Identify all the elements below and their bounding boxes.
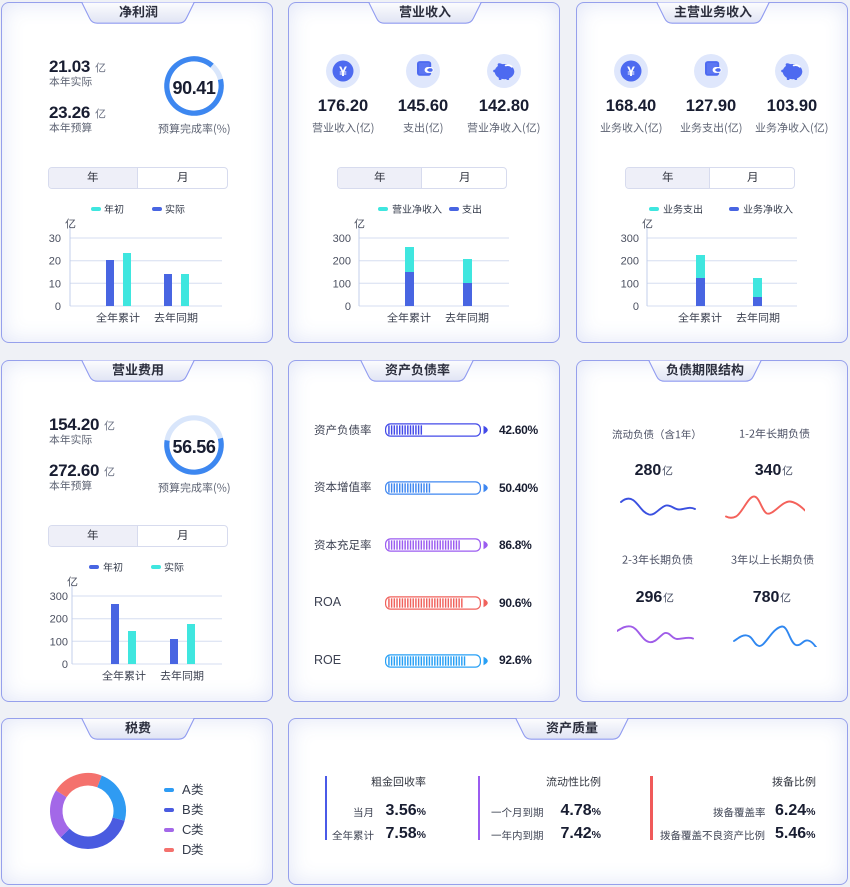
svg-text:200: 200 [333,256,351,268]
svg-text:100: 100 [621,278,639,290]
svg-text:300: 300 [50,591,68,603]
svg-text:100: 100 [50,636,68,648]
svg-text:0: 0 [633,301,639,313]
svg-text:200: 200 [621,256,639,268]
svg-text:300: 300 [621,233,639,245]
svg-text:300: 300 [333,233,351,245]
svg-text:¥: ¥ [627,63,635,79]
svg-text:0: 0 [55,301,61,313]
svg-text:20: 20 [49,256,61,268]
svg-text:100: 100 [333,278,351,290]
svg-text:30: 30 [49,233,61,245]
svg-text:0: 0 [345,301,351,313]
svg-text:¥: ¥ [339,63,347,79]
svg-text:200: 200 [50,614,68,626]
svg-text:0: 0 [62,659,68,671]
svg-text:10: 10 [49,278,61,290]
